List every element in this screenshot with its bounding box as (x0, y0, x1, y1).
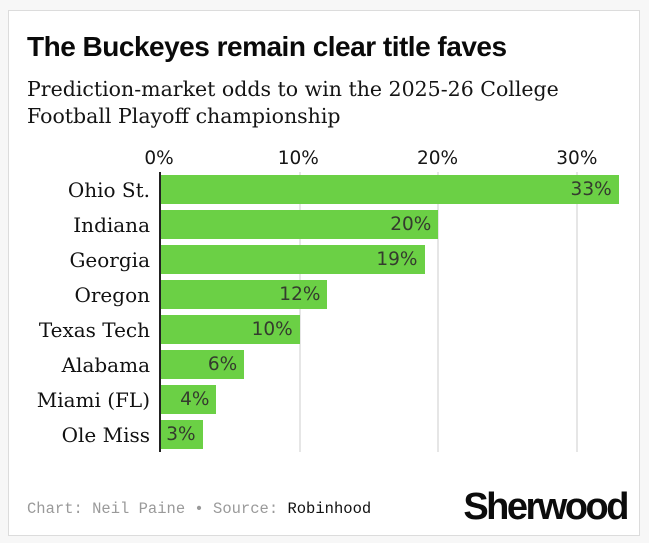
chart-footer: Chart: Neil Paine • Source: Robinhood Sh… (27, 485, 629, 528)
bar-row: 4% (161, 382, 627, 417)
bar-value-label: 33% (570, 179, 612, 201)
x-axis-tick-label: 20% (417, 148, 459, 170)
bar: 12% (161, 280, 328, 310)
bar-value-label: 19% (376, 249, 418, 271)
bar-row: 3% (161, 417, 627, 452)
category-label: Alabama (61, 352, 150, 377)
category-label: Texas Tech (38, 317, 150, 342)
bar-row: 6% (161, 347, 627, 382)
category-label: Miami (FL) (36, 387, 150, 412)
x-axis-tick-label: 30% (556, 148, 598, 170)
bar: 33% (161, 175, 619, 205)
credit-gray-text: Chart: Neil Paine • Source: (27, 500, 288, 518)
chart-subtitle: Prediction-market odds to win the 2025-2… (27, 77, 559, 128)
bar: 10% (161, 315, 300, 345)
plot-area: 33% 20% 19% 12% 10% 6% 4% 3% (159, 172, 627, 453)
x-axis-tick-label: 0% (144, 148, 174, 170)
bar-row: 33% (161, 172, 627, 207)
x-axis-row: 0% 10% 20% 30% (27, 145, 627, 172)
source-name: Robinhood (287, 500, 372, 518)
x-axis-tick-label: 10% (277, 148, 319, 170)
chart-card: The Buckeyes remain clear title faves Pr… (8, 10, 640, 536)
bar-value-label: 10% (251, 319, 293, 341)
bar-row: 19% (161, 242, 627, 277)
bar: 19% (161, 245, 425, 275)
chart-title: The Buckeyes remain clear title faves (27, 31, 507, 62)
bar-value-label: 20% (390, 214, 432, 236)
gridline (437, 172, 440, 453)
bar-row: 12% (161, 277, 627, 312)
gridline (298, 172, 301, 453)
category-label: Oregon (74, 282, 150, 307)
bar-value-label: 3% (166, 424, 196, 446)
chart-credit: Chart: Neil Paine • Source: Robinhood (27, 500, 371, 523)
gridline (576, 172, 579, 453)
sherwood-logo: Sherwood (463, 485, 629, 528)
bar-row: 20% (161, 207, 627, 242)
category-label: Ole Miss (61, 422, 150, 447)
bar-chart: 0% 10% 20% 30% Ohio St. Indiana Georgia Oregon… (27, 145, 627, 453)
category-label: Georgia (69, 247, 150, 272)
plot-region: Ohio St. Indiana Georgia Oregon Texas Tech Al… (27, 172, 627, 453)
bar-value-label: 12% (279, 284, 321, 306)
category-labels-column: Ohio St. Indiana Georgia Oregon Texas Tech Al… (27, 172, 159, 452)
bar-value-label: 4% (180, 389, 210, 411)
bar: 4% (161, 385, 217, 415)
axis-spacer (27, 145, 159, 172)
x-axis: 0% 10% 20% 30% (144, 145, 627, 172)
bar: 20% (161, 210, 439, 240)
bar: 3% (161, 420, 203, 450)
bar: 6% (161, 350, 245, 380)
category-label: Indiana (73, 212, 150, 237)
bar-row: 10% (161, 312, 627, 347)
bar-value-label: 6% (207, 354, 238, 376)
category-label: Ohio St. (67, 177, 150, 202)
